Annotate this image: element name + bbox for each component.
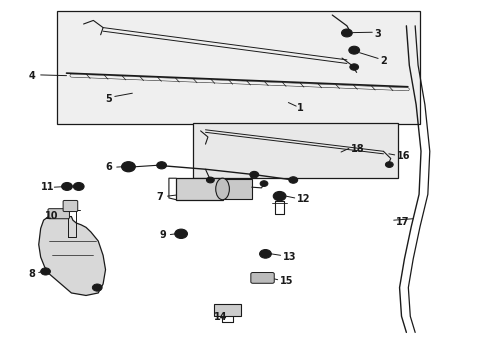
Circle shape [262,252,268,256]
Bar [193,123,397,178]
Text: 17: 17 [395,217,408,227]
Bar [57,12,419,125]
Text: 1: 1 [297,103,303,113]
Circle shape [350,48,356,52]
Bar [222,179,251,199]
Text: 11: 11 [41,182,54,192]
Ellipse shape [215,178,229,200]
FancyBboxPatch shape [63,201,78,212]
Circle shape [344,31,348,35]
Circle shape [41,268,50,275]
Polygon shape [39,217,105,296]
FancyBboxPatch shape [250,273,274,283]
Text: 8: 8 [28,269,35,279]
Circle shape [341,29,351,37]
Bar [213,304,241,316]
Bar [176,178,222,200]
Circle shape [174,229,187,238]
Circle shape [157,162,166,169]
Circle shape [385,162,392,167]
Text: 18: 18 [350,144,364,154]
Circle shape [288,177,297,183]
Text: 6: 6 [105,162,112,172]
Circle shape [273,192,285,201]
Circle shape [259,249,271,258]
Text: 15: 15 [279,276,292,287]
Text: 7: 7 [157,192,163,202]
Circle shape [92,284,102,291]
Circle shape [206,177,214,183]
Text: 10: 10 [44,211,58,221]
Circle shape [249,171,258,178]
Text: 14: 14 [214,312,227,322]
Text: 16: 16 [396,151,409,161]
Text: 5: 5 [105,94,112,104]
Text: 12: 12 [296,194,309,204]
Text: 3: 3 [373,29,380,39]
Circle shape [122,162,135,172]
FancyBboxPatch shape [48,209,69,219]
Circle shape [349,64,358,70]
Circle shape [348,46,359,54]
Circle shape [260,181,267,186]
Text: 2: 2 [379,55,386,66]
Circle shape [177,231,184,236]
Circle shape [125,164,132,169]
Text: 13: 13 [282,252,295,262]
Text: 4: 4 [28,71,35,81]
Circle shape [73,183,84,190]
Circle shape [61,183,72,190]
Text: 9: 9 [159,230,166,240]
